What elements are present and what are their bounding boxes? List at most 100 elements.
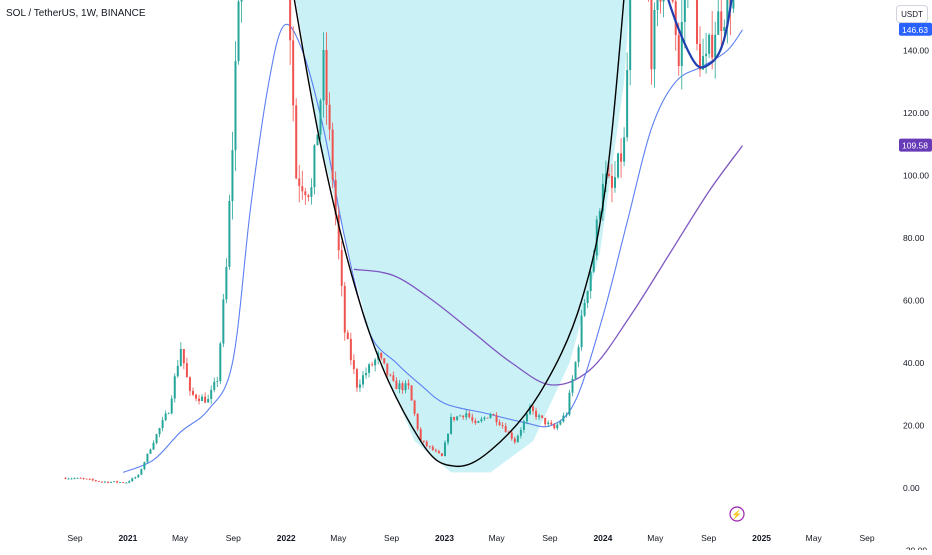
candle-body[interactable] — [480, 419, 483, 422]
candle-body[interactable] — [431, 446, 434, 450]
candle-body[interactable] — [164, 413, 167, 421]
candle-body[interactable] — [553, 424, 556, 429]
currency-button[interactable]: USDT — [896, 5, 928, 23]
candle-body[interactable] — [699, 43, 702, 70]
candle-body[interactable] — [143, 462, 146, 470]
candle-body[interactable] — [711, 34, 714, 58]
candle-body[interactable] — [207, 399, 210, 403]
candle-body[interactable] — [568, 392, 571, 415]
candle-body[interactable] — [695, 0, 698, 44]
candle-body[interactable] — [498, 422, 501, 425]
candle-body[interactable] — [222, 299, 225, 344]
candle-body[interactable] — [617, 153, 620, 178]
candle-body[interactable] — [401, 383, 404, 391]
candle-body[interactable] — [295, 105, 298, 179]
candle-body[interactable] — [365, 373, 368, 376]
candle-body[interactable] — [720, 11, 723, 32]
candle-body[interactable] — [128, 481, 131, 483]
candle-body[interactable] — [94, 480, 97, 482]
candle-body[interactable] — [586, 291, 589, 304]
candle-body[interactable] — [304, 191, 307, 196]
candle-body[interactable] — [131, 478, 134, 482]
candle-body[interactable] — [292, 40, 295, 106]
candle-body[interactable] — [659, 0, 662, 2]
candle-body[interactable] — [556, 424, 559, 429]
candle-body[interactable] — [629, 0, 632, 71]
candle-body[interactable] — [307, 195, 310, 197]
candle-body[interactable] — [541, 415, 544, 418]
candle-body[interactable] — [483, 417, 486, 420]
candle-body[interactable] — [158, 428, 161, 435]
candle-body[interactable] — [614, 177, 616, 188]
candle-body[interactable] — [188, 377, 191, 391]
candle-body[interactable] — [507, 432, 510, 433]
candle-body[interactable] — [161, 420, 164, 429]
candle-body[interactable] — [125, 482, 128, 484]
candle-body[interactable] — [331, 129, 334, 180]
candle-body[interactable] — [110, 482, 112, 483]
candle-body[interactable] — [155, 434, 158, 443]
candle-body[interactable] — [447, 433, 450, 443]
candle-body[interactable] — [404, 383, 407, 391]
candle-body[interactable] — [598, 211, 601, 220]
candle-body[interactable] — [368, 364, 371, 373]
candle-body[interactable] — [204, 396, 207, 403]
candle-body[interactable] — [583, 303, 586, 316]
candle-body[interactable] — [328, 104, 331, 130]
candle-body[interactable] — [322, 50, 325, 101]
candle-body[interactable] — [140, 469, 143, 475]
candle-body[interactable] — [513, 438, 516, 443]
candle-body[interactable] — [349, 338, 352, 361]
candle-body[interactable] — [589, 271, 592, 292]
candle-body[interactable] — [601, 183, 604, 212]
candle-body[interactable] — [462, 415, 465, 418]
candle-body[interactable] — [474, 420, 477, 423]
candle-body[interactable] — [547, 422, 550, 425]
candle-body[interactable] — [714, 34, 717, 58]
candle-body[interactable] — [100, 481, 103, 483]
candle-body[interactable] — [301, 186, 304, 192]
candle-body[interactable] — [352, 360, 355, 370]
candle-body[interactable] — [708, 34, 711, 54]
candle-body[interactable] — [571, 378, 574, 393]
candle-body[interactable] — [195, 394, 198, 399]
candle-body[interactable] — [525, 414, 528, 422]
candle-body[interactable] — [67, 478, 70, 480]
candle-body[interactable] — [201, 396, 204, 401]
x-axis[interactable]: Sep 2021 May Sep 2022 May Sep 2023 May Sep 2024 May… — [67, 533, 874, 543]
candle-body[interactable] — [683, 0, 686, 22]
candle-body[interactable] — [119, 482, 122, 483]
candle-body[interactable] — [225, 266, 228, 300]
candle-body[interactable] — [179, 349, 182, 366]
candle-body[interactable] — [425, 441, 428, 446]
candle-body[interactable] — [210, 389, 213, 399]
candle-body[interactable] — [231, 150, 234, 202]
candle-body[interactable] — [522, 421, 525, 430]
candle-body[interactable] — [459, 415, 462, 417]
candle-body[interactable] — [240, 0, 243, 2]
candle-body[interactable] — [489, 414, 492, 418]
candle-body[interactable] — [626, 70, 629, 138]
candle-body[interactable] — [674, 1, 677, 36]
candle-body[interactable] — [650, 0, 653, 70]
candle-body[interactable] — [471, 417, 474, 421]
candle-body[interactable] — [453, 417, 456, 420]
candles[interactable] — [64, 0, 743, 484]
candle-body[interactable] — [334, 179, 337, 215]
candle-body[interactable] — [313, 145, 316, 188]
candle-body[interactable] — [607, 173, 610, 176]
candle-body[interactable] — [355, 369, 358, 388]
candle-body[interactable] — [134, 477, 137, 479]
candle-body[interactable] — [146, 453, 149, 463]
candle-body[interactable] — [310, 187, 313, 197]
candle-body[interactable] — [702, 56, 705, 70]
candle-body[interactable] — [398, 383, 401, 390]
candle-body[interactable] — [477, 421, 480, 423]
candle-body[interactable] — [340, 250, 343, 286]
candle-body[interactable] — [182, 349, 185, 364]
candle-body[interactable] — [85, 478, 88, 480]
candle-body[interactable] — [656, 0, 659, 10]
candle-body[interactable] — [440, 453, 443, 457]
candle-body[interactable] — [185, 363, 188, 378]
